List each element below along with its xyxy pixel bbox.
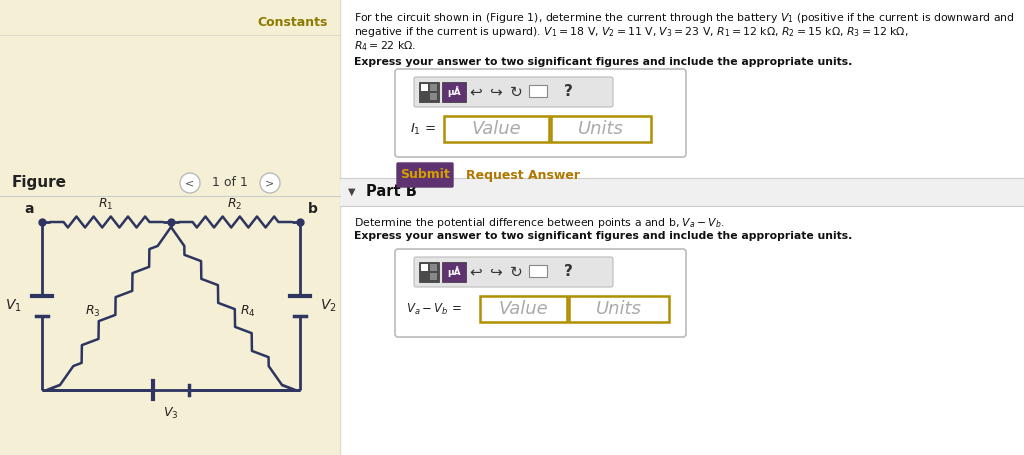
FancyBboxPatch shape (414, 257, 613, 287)
Text: $R_3$: $R_3$ (85, 303, 101, 318)
Text: Express your answer to two significant figures and include the appropriate units: Express your answer to two significant f… (354, 231, 852, 241)
Text: Determine the potential difference between points a and b, $V_a - V_b$.: Determine the potential difference betwe… (354, 216, 725, 230)
Text: $R_4 = 22$ k$\Omega$.: $R_4 = 22$ k$\Omega$. (354, 39, 416, 53)
Text: b: b (308, 202, 317, 216)
Bar (421, 93, 428, 100)
Text: >: > (265, 178, 274, 188)
Text: μÅ: μÅ (447, 86, 461, 97)
Bar (430, 93, 437, 100)
Text: a: a (25, 202, 34, 216)
Text: Part B: Part B (366, 184, 417, 199)
Text: Submit: Submit (400, 168, 450, 182)
Bar (340, 178, 1024, 206)
Text: $V_2$: $V_2$ (319, 298, 337, 314)
Text: Constants: Constants (258, 15, 328, 29)
Text: $I_1$ =: $I_1$ = (410, 121, 436, 136)
Bar (442, 262, 466, 282)
Text: $V_3$: $V_3$ (163, 406, 179, 421)
Text: ?: ? (563, 85, 572, 100)
Text: For the circuit shown in (Figure 1), determine the current through the battery $: For the circuit shown in (Figure 1), det… (354, 11, 1015, 25)
Bar (529, 85, 547, 97)
Bar (421, 84, 428, 91)
Bar (0, 0, 340, 455)
Text: ↪: ↪ (489, 264, 503, 279)
FancyBboxPatch shape (397, 163, 453, 187)
Bar (551, 116, 651, 142)
Text: $R_2$: $R_2$ (227, 197, 243, 212)
Text: Value: Value (498, 300, 548, 318)
Text: Value: Value (471, 120, 521, 138)
Bar (480, 296, 567, 322)
Text: ↩: ↩ (470, 264, 482, 279)
Bar (421, 273, 428, 280)
FancyBboxPatch shape (414, 77, 613, 107)
Text: ?: ? (563, 264, 572, 279)
Text: $R_1$: $R_1$ (98, 197, 114, 212)
Text: Request Answer: Request Answer (466, 168, 580, 182)
FancyBboxPatch shape (395, 249, 686, 337)
Text: $V_a - V_b$ =: $V_a - V_b$ = (406, 302, 462, 317)
Text: Figure: Figure (12, 176, 67, 191)
Text: ↪: ↪ (489, 85, 503, 100)
Text: negative if the current is upward). $V_1 = 18$ V, $V_2 = 11$ V, $V_3 = 23$ V, $R: negative if the current is upward). $V_1… (354, 25, 908, 39)
Text: ▼: ▼ (348, 187, 355, 197)
FancyBboxPatch shape (395, 69, 686, 157)
Text: Units: Units (579, 120, 624, 138)
Bar (442, 82, 466, 102)
Text: ↻: ↻ (510, 85, 522, 100)
Bar (421, 264, 428, 271)
Bar (419, 262, 439, 282)
Bar (419, 82, 439, 102)
Text: ↻: ↻ (510, 264, 522, 279)
Text: ↩: ↩ (470, 85, 482, 100)
Bar (444, 116, 549, 142)
Bar (430, 84, 437, 91)
Bar (430, 264, 437, 271)
Text: <: < (185, 178, 195, 188)
Text: Units: Units (596, 300, 642, 318)
Text: μÅ: μÅ (447, 267, 461, 278)
Text: $R_4$: $R_4$ (240, 303, 256, 318)
Circle shape (260, 173, 280, 193)
Bar (569, 296, 669, 322)
Circle shape (180, 173, 200, 193)
Text: Express your answer to two significant figures and include the appropriate units: Express your answer to two significant f… (354, 57, 852, 67)
Bar (529, 265, 547, 277)
Bar (430, 273, 437, 280)
Text: 1 of 1: 1 of 1 (212, 177, 248, 189)
Text: $V_1$: $V_1$ (5, 298, 22, 314)
